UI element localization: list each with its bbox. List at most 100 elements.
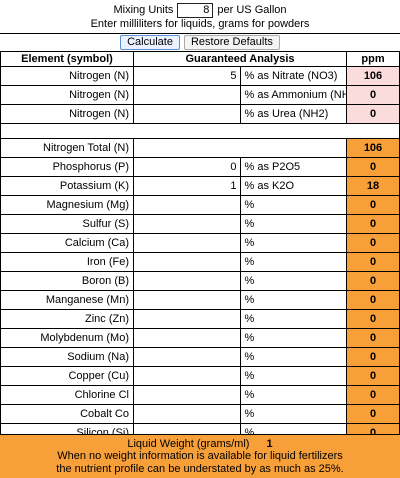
element-percent-input[interactable] (134, 67, 240, 85)
mixing-units-label: Mixing Units (113, 4, 174, 16)
element-name: Nitrogen (N) (0, 104, 134, 124)
table-row: Sodium (Na)% 0 (0, 347, 400, 367)
ppm-value: 0 (346, 385, 400, 405)
element-name: Nitrogen (N) (0, 85, 134, 105)
element-name: Copper (Cu) (0, 366, 134, 386)
table-row: Boron (B)% 0 (0, 271, 400, 291)
nitrogen-total-row: Nitrogen Total (N) 106 (0, 138, 400, 158)
table-row: Nitrogen (N) % as Ammonium (NH4) 0 (0, 85, 400, 105)
mixing-units-row: Mixing Units per US Gallon (0, 2, 400, 18)
analysis-text: % (239, 328, 347, 348)
element-name: Sodium (Na) (0, 347, 134, 367)
analysis-text: % (239, 214, 347, 234)
ppm-value: 0 (346, 404, 400, 424)
ppm-value: 0 (346, 85, 400, 105)
per-gallon-label: per US Gallon (217, 4, 287, 16)
header-panel: Mixing Units per US Gallon Enter millili… (0, 0, 400, 34)
nitrogen-total-label: Nitrogen Total (N) (0, 138, 134, 158)
element-name: Iron (Fe) (0, 252, 134, 272)
analysis-text: % as Nitrate (NO3) (239, 66, 347, 86)
nutrient-table: Element (symbol) Guaranteed Analysis ppm… (0, 51, 400, 462)
analysis-text: % as Ammonium (NH4) (239, 85, 347, 105)
table-row: Nitrogen (N) % as Urea (NH2) 0 (0, 104, 400, 124)
element-percent-input[interactable] (134, 386, 240, 404)
ppm-value: 18 (346, 176, 400, 196)
element-input-cell (133, 176, 241, 196)
ppm-value: 0 (346, 252, 400, 272)
element-percent-input[interactable] (134, 158, 240, 176)
element-name: Sulfur (S) (0, 214, 134, 234)
element-input-cell (133, 309, 241, 329)
analysis-text: % (239, 233, 347, 253)
analysis-text: % (239, 404, 347, 424)
element-input-cell (133, 195, 241, 215)
analysis-text: % (239, 366, 347, 386)
nitrogen-total-ppm: 106 (346, 138, 400, 158)
ppm-value: 0 (346, 104, 400, 124)
element-input-cell (133, 328, 241, 348)
mixing-units-input[interactable] (177, 2, 214, 18)
element-name: Magnesium (Mg) (0, 195, 134, 215)
element-input-cell (133, 66, 241, 86)
element-name: Boron (B) (0, 271, 134, 291)
element-percent-input[interactable] (134, 215, 240, 233)
element-percent-input[interactable] (134, 177, 240, 195)
element-percent-input[interactable] (134, 272, 240, 290)
element-name: Zinc (Zn) (0, 309, 134, 329)
analysis-text: % as P2O5 (239, 157, 347, 177)
element-percent-input[interactable] (134, 105, 240, 123)
nitrogen-total-blank (133, 138, 347, 158)
analysis-text: % (239, 252, 347, 272)
table-row: Manganese (Mn)% 0 (0, 290, 400, 310)
element-input-cell (133, 347, 241, 367)
element-input-cell (133, 104, 241, 124)
element-name: Phosphorus (P) (0, 157, 134, 177)
element-name: Manganese (Mn) (0, 290, 134, 310)
liquid-weight-value: 1 (266, 438, 273, 450)
element-percent-input[interactable] (134, 253, 240, 271)
element-name: Nitrogen (N) (0, 66, 134, 86)
calculate-button[interactable]: Calculate (120, 35, 180, 50)
analysis-text: % as K2O (239, 176, 347, 196)
restore-defaults-button[interactable]: Restore Defaults (183, 35, 280, 50)
table-header-row: Element (symbol) Guaranteed Analysis ppm (0, 51, 400, 67)
element-percent-input[interactable] (134, 405, 240, 423)
element-input-cell (133, 366, 241, 386)
element-percent-input[interactable] (134, 367, 240, 385)
analysis-text: % (239, 290, 347, 310)
table-row: Magnesium (Mg)% 0 (0, 195, 400, 215)
element-name: Calcium (Ca) (0, 233, 134, 253)
button-row: Calculate Restore Defaults (0, 35, 400, 50)
liquid-weight-row: Liquid Weight (grams/ml) 1 (0, 438, 400, 450)
element-percent-input[interactable] (134, 329, 240, 347)
ppm-value: 0 (346, 214, 400, 234)
ppm-value: 0 (346, 309, 400, 329)
ppm-value: 0 (346, 328, 400, 348)
ppm-value: 0 (346, 290, 400, 310)
element-input-cell (133, 271, 241, 291)
ppm-value: 0 (346, 347, 400, 367)
column-header-element: Element (symbol) (0, 51, 134, 67)
element-input-cell (133, 85, 241, 105)
element-input-cell (133, 157, 241, 177)
element-name: Chlorine Cl (0, 385, 134, 405)
element-percent-input[interactable] (134, 348, 240, 366)
element-percent-input[interactable] (134, 234, 240, 252)
element-percent-input[interactable] (134, 196, 240, 214)
element-percent-input[interactable] (134, 291, 240, 309)
analysis-text: % (239, 347, 347, 367)
table-row: Cobalt Co% 0 (0, 404, 400, 424)
ppm-value: 0 (346, 233, 400, 253)
element-name: Molybdenum (Mo) (0, 328, 134, 348)
table-row: Sulfur (S)% 0 (0, 214, 400, 234)
element-percent-input[interactable] (134, 86, 240, 104)
ppm-value: 0 (346, 157, 400, 177)
table-row: Calcium (Ca)% 0 (0, 233, 400, 253)
analysis-text: % (239, 385, 347, 405)
element-input-cell (133, 214, 241, 234)
analysis-text: % as Urea (NH2) (239, 104, 347, 124)
element-percent-input[interactable] (134, 310, 240, 328)
element-input-cell (133, 252, 241, 272)
element-input-cell (133, 404, 241, 424)
